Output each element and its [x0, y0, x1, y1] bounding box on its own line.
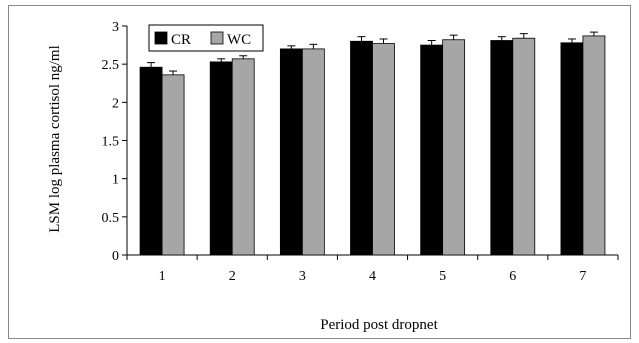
x-tick-label: 3: [299, 269, 306, 284]
legend-label-wc: WC: [227, 32, 251, 48]
bar-chart: 0 0.5 1 1.5 2 2.5 3 1 2 3 4 5 6 7 LSM log plasma cor…: [47, 20, 619, 333]
x-axis-label: Period post dropnet: [320, 317, 438, 333]
legend-box: [148, 24, 264, 52]
bar-wc: [372, 43, 395, 256]
x-axis: 1 2 3 4 5 6 7: [126, 254, 619, 284]
bar-cr: [560, 42, 584, 256]
bar-wc: [161, 74, 185, 256]
y-axis-label: LSM log plasma cortisol ng/ml: [47, 45, 63, 233]
y-tick-label: 0.5: [102, 211, 120, 226]
bar-series: [139, 31, 606, 256]
x-tick-label: 2: [229, 269, 236, 284]
bar-wc: [442, 39, 466, 256]
y-tick-label: 0: [112, 249, 119, 264]
legend-swatch-cr: [154, 31, 168, 45]
y-tick-label: 1: [112, 173, 119, 188]
x-tick-label: 7: [579, 269, 586, 284]
chart-frame: 0 0.5 1 1.5 2 2.5 3 1 2 3 4 5 6 7 LSM log plasma cor…: [8, 5, 631, 339]
y-axis: 0 0.5 1 1.5 2 2.5 3: [102, 20, 128, 264]
legend-label-cr: CR: [171, 32, 191, 48]
bar-wc: [512, 37, 536, 256]
bar-cr: [279, 48, 303, 256]
bar-wc: [231, 58, 255, 256]
legend: CR WC: [148, 24, 264, 52]
y-tick-label: 3: [112, 20, 119, 35]
bar-wc: [582, 35, 606, 256]
bar-cr: [490, 40, 514, 256]
bar-cr: [139, 66, 163, 256]
x-tick-label: 6: [509, 269, 516, 284]
bar-cr: [209, 61, 233, 256]
x-tick-label: 4: [369, 269, 376, 284]
y-tick-label: 1.5: [102, 135, 120, 150]
bar-cr: [420, 44, 444, 256]
y-tick-label: 2.5: [102, 58, 120, 73]
x-tick-label: 5: [439, 269, 446, 284]
x-tick-label: 1: [159, 269, 166, 284]
bar-cr: [350, 40, 373, 256]
bar-wc: [301, 48, 325, 256]
legend-swatch-wc: [210, 31, 224, 45]
y-tick-label: 2: [112, 96, 119, 111]
